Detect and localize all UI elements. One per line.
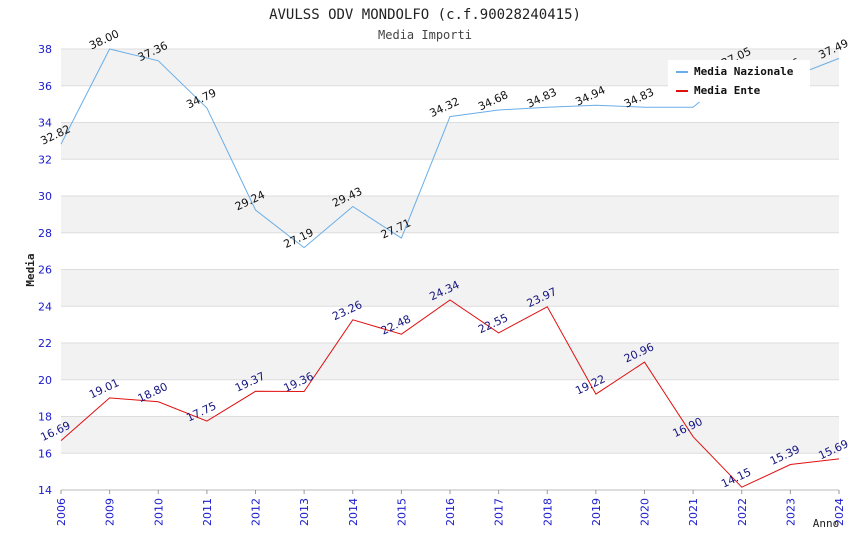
grid-band	[61, 416, 839, 454]
chart-subtitle: Media Importi	[378, 28, 472, 42]
y-tick-label: 20	[38, 374, 52, 387]
x-tick-label: 2020	[639, 498, 652, 526]
grid-lines	[61, 48, 839, 491]
x-tick-label: 2022	[736, 498, 749, 526]
x-tick-label: 2016	[444, 498, 457, 526]
data-label: 34.32	[427, 95, 461, 120]
x-axis-ticks: 2006 2009 2010 2011 2012 2013 2014 2015 2016 2017…	[55, 490, 846, 526]
series-line-ente	[60, 299, 840, 488]
x-tick-label: 2017	[493, 498, 506, 526]
data-label: 34.79	[184, 86, 218, 111]
y-tick-label: 28	[38, 227, 52, 240]
grid-band	[61, 196, 839, 233]
data-label: 34.94	[573, 84, 607, 109]
x-tick-label: 2012	[250, 498, 263, 526]
grid-band	[61, 343, 839, 380]
legend: Media Nazionale Media Ente	[668, 60, 810, 102]
x-tick-label: 2010	[152, 498, 165, 526]
y-tick-label: 38	[38, 43, 52, 56]
y-tick-label: 32	[38, 153, 52, 166]
x-axis-label: Anno	[813, 517, 840, 530]
x-tick-label: 2019	[590, 498, 603, 526]
legend-box	[668, 60, 810, 102]
x-tick-label: 2021	[687, 498, 700, 526]
x-tick-label: 2009	[104, 498, 117, 526]
legend-entry: Media Ente	[694, 84, 761, 97]
x-tick-label: 2024	[833, 498, 846, 526]
y-axis-ticks: 14 16 18 20 22 24 26 28 30 32 34 36 38	[38, 43, 52, 497]
data-label: 22.48	[379, 312, 413, 337]
x-tick-label: 2014	[347, 498, 360, 526]
x-tick-label: 2015	[395, 498, 408, 526]
x-tick-label: 2018	[541, 498, 554, 526]
y-tick-label: 14	[38, 484, 52, 497]
y-tick-label: 16	[38, 447, 52, 460]
x-tick-label: 2023	[784, 498, 797, 526]
x-tick-label: 2011	[201, 498, 214, 526]
x-tick-label: 2013	[298, 498, 311, 526]
data-label: 22.55	[476, 311, 510, 336]
y-tick-label: 18	[38, 411, 52, 424]
y-tick-label: 34	[38, 117, 52, 130]
y-axis-label: Media	[24, 253, 37, 286]
legend-entry: Media Nazionale	[694, 65, 794, 78]
y-tick-label: 24	[38, 300, 52, 313]
y-tick-label: 26	[38, 264, 52, 277]
y-tick-label: 30	[38, 190, 52, 203]
y-tick-label: 36	[38, 80, 52, 93]
x-tick-label: 2006	[55, 498, 68, 526]
grid-band	[61, 122, 839, 160]
y-tick-label: 22	[38, 337, 52, 350]
chart-title: AVULSS ODV MONDOLFO (c.f.90028240415)	[269, 7, 581, 23]
